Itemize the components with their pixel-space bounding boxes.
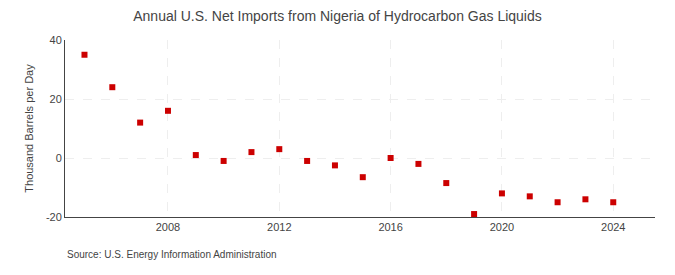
svg-text:Annual U.S. Net Imports from N: Annual U.S. Net Imports from Nigeria of …	[133, 8, 542, 24]
svg-text:2016: 2016	[378, 221, 402, 233]
svg-text:Source: U.S. Energy Informatio: Source: U.S. Energy Information Administ…	[67, 249, 277, 260]
svg-text:2020: 2020	[490, 221, 514, 233]
svg-text:0: 0	[56, 152, 62, 164]
svg-text:40: 40	[50, 34, 62, 46]
svg-text:Thousand Barrels per Day: Thousand Barrels per Day	[23, 64, 35, 193]
svg-text:2008: 2008	[156, 221, 180, 233]
svg-text:20: 20	[50, 93, 62, 105]
svg-text:2024: 2024	[601, 221, 625, 233]
svg-text:2012: 2012	[267, 221, 291, 233]
svg-text:-20: -20	[46, 211, 62, 223]
